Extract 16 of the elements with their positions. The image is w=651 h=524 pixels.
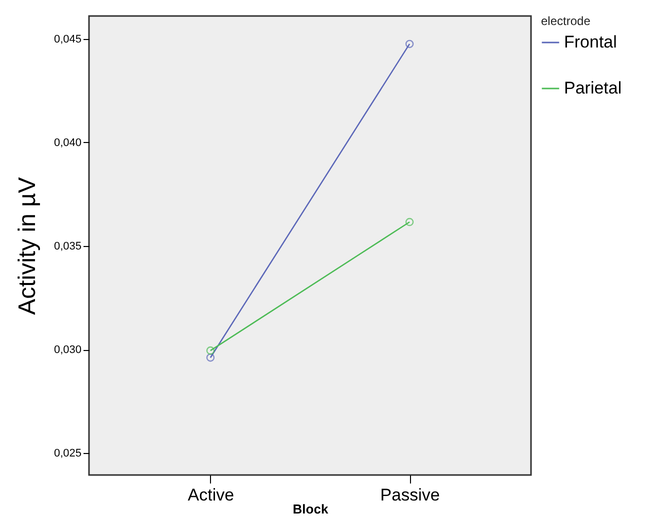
point	[405, 218, 414, 226]
x-tick-label: Active	[188, 486, 234, 504]
y-tick-label: 0,045	[54, 33, 82, 46]
point	[405, 40, 414, 48]
y-axis-title: Activity in µV	[14, 177, 41, 315]
legend-label: Frontal	[564, 32, 617, 52]
x-axis-title: Block	[292, 502, 329, 516]
y-tick-label: 0,040	[54, 137, 82, 149]
y-tick-label: 0,035	[54, 240, 82, 253]
y-tick-label: 0,030	[54, 344, 82, 356]
x-tick-label: Passive	[380, 486, 440, 504]
point	[206, 346, 215, 355]
point	[206, 353, 215, 362]
legend-title: electrode	[541, 14, 591, 28]
legend-label: Parietal	[564, 78, 622, 98]
y-tick-label: 0,025	[54, 448, 82, 460]
